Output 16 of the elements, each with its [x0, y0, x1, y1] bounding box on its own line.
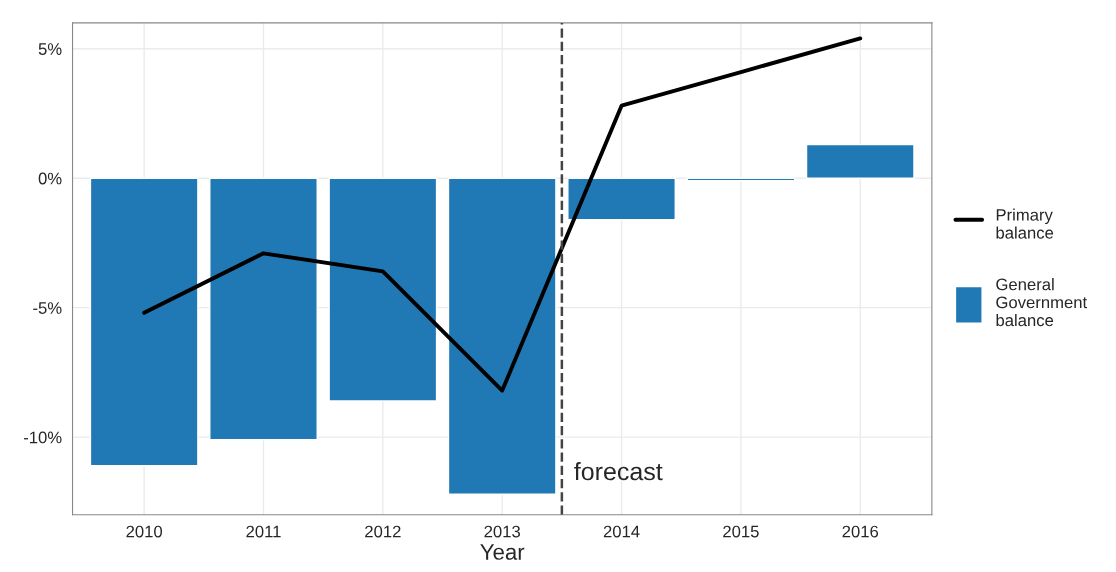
x-tick-label: 2012: [365, 525, 401, 538]
x-axis-title: Year: [480, 544, 525, 560]
x-tick-label: 2015: [723, 525, 759, 538]
line-series: [142, 36, 863, 393]
y-tick-label: 0%: [38, 172, 62, 185]
x-tick-label: 2014: [603, 525, 640, 538]
legend-label: General Government balance: [996, 278, 1088, 327]
x-tick-label: 2010: [126, 525, 163, 538]
x-tick-label: 2011: [246, 525, 281, 538]
x-tick-label: 2016: [842, 525, 879, 538]
y-tick-label: 5%: [38, 43, 62, 55]
legend-label: Primary balance: [996, 208, 1054, 239]
x-tick-label: 2013: [484, 525, 521, 538]
ref-line-label: forecast: [574, 462, 663, 481]
y-tick-label: -10%: [23, 431, 62, 444]
y-tick-label: -5%: [33, 302, 62, 314]
